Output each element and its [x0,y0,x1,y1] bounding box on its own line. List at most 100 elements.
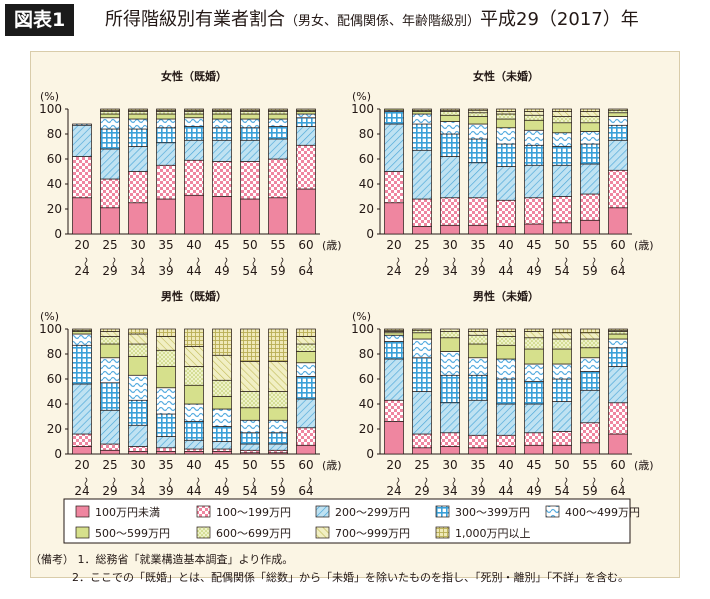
bar-segment [268,432,288,445]
y-tick-label: 0 [54,447,62,461]
bar-segment [296,126,316,146]
bar-segment [240,419,260,434]
bar-segment [608,366,628,404]
bar-segment [384,111,404,125]
y-tick-label: 0 [366,447,374,461]
bar-segment [496,143,516,167]
y-tick-label: 40 [47,397,62,411]
bar-segment [440,328,460,332]
x-tick-label: 49 [214,264,229,278]
x-tick-label: 45 [214,458,229,472]
bar-segment [72,156,92,199]
bar-segment [156,436,176,449]
bar-segment [128,356,148,376]
bar-segment [524,432,544,446]
x-tick-tilde: ～ [107,477,118,487]
bar-segment [412,198,432,227]
bar-segment [580,328,600,334]
x-tick-label: 49 [526,264,541,278]
bar-segment [100,148,120,180]
y-tick-label: 100 [39,102,62,116]
x-tick-label: 55 [270,238,285,252]
bar-segment [296,351,316,364]
bar-segment [128,446,148,452]
bar-segment [156,118,176,129]
x-tick-label: 49 [214,484,229,498]
bar-segment [440,156,460,199]
bar-segment [412,357,432,392]
bar-segment [184,113,204,119]
bar-segment [496,108,516,112]
x-tick-tilde: ～ [135,477,146,487]
chart-canvas: 女性（既婚）(%)02040608010020～2425～2930～3435～3… [39,69,654,544]
bar-segment [496,331,516,337]
note-line-2: 2．ここでの「既婚」とは、配偶関係「総数」から「未婚」を除いたものを指し、「死別… [72,571,629,584]
bar-segment [128,333,148,345]
bar-segment [100,328,120,332]
x-tick-label: 40 [186,238,201,252]
note-line-1: （備考） 1．総務省「就業構造基本調査」より作成。 [30,553,294,566]
bar-segment [580,108,600,112]
y-tick-label: 60 [47,152,62,166]
x-unit-male-married: (歳) [322,459,342,472]
bar-segment [524,111,544,116]
x-tick-tilde: ～ [559,477,570,487]
x-tick-label: 59 [582,264,597,278]
header: 図表1 所得階級別有業者割合（男女、配偶関係、年齢階級別）平成29（2017）年 [5,4,705,38]
bar-segment [468,116,488,125]
x-tick-tilde: ～ [531,477,542,487]
bar-segment [384,332,404,336]
bar-segment [72,331,92,335]
x-unit-female-unmarried: (歳) [634,239,654,252]
x-tick-label: 29 [414,264,429,278]
bar-segment [468,224,488,235]
bar-segment [524,337,544,350]
bar-segment [184,139,204,161]
bar-segment [608,328,628,331]
bar-segment [412,391,432,435]
x-tick-tilde: ～ [391,257,402,267]
legend-swatch [75,505,90,518]
bar-segment [496,336,516,346]
bar-segment [580,219,600,235]
x-tick-label: 34 [130,264,145,278]
bar-segment [552,348,572,365]
title-main: 所得階級別有業者割合 [105,9,285,30]
bar-segment [552,122,572,134]
bar-segment [268,118,288,127]
x-tick-tilde: ～ [475,257,486,267]
x-tick-label: 29 [102,264,117,278]
y-tick-label: 20 [47,422,62,436]
bar-segment [552,164,572,197]
bar-segment [100,357,120,384]
bar-segment [412,108,432,111]
bar-segment [72,123,92,126]
bar-segment [384,123,404,172]
bar-segment [608,331,628,335]
bar-segment [100,449,120,455]
bar-segment [72,197,92,235]
bar-segment [128,424,148,447]
bar-segment [100,443,120,451]
bar-segment [552,338,572,350]
x-tick-label: 44 [186,264,201,278]
bar-segment [412,332,432,340]
bar-segment [296,362,316,377]
legend-swatch [435,526,450,539]
bar-segment [212,118,232,129]
bar-segment [268,391,288,409]
x-tick-label: 24 [74,484,89,498]
bar-segment [580,111,600,117]
bar-segment [608,112,628,117]
x-tick-tilde: ～ [275,477,286,487]
bar-segment [440,337,460,352]
bar-segment [468,399,488,436]
bar-segment [212,139,232,162]
legend-label: 100～199万円 [216,506,291,519]
x-tick-label: 54 [554,264,569,278]
x-tick-tilde: ～ [475,477,486,487]
chart-frame: 女性（既婚） (%) 0 20 40 60 80 100 20 ～ 24 25 ～ 29 30 ～ 34 35 ～ 3… [30,51,680,578]
bar-segment [384,328,404,331]
bar-segment [608,116,628,126]
bar-segment [496,111,516,115]
